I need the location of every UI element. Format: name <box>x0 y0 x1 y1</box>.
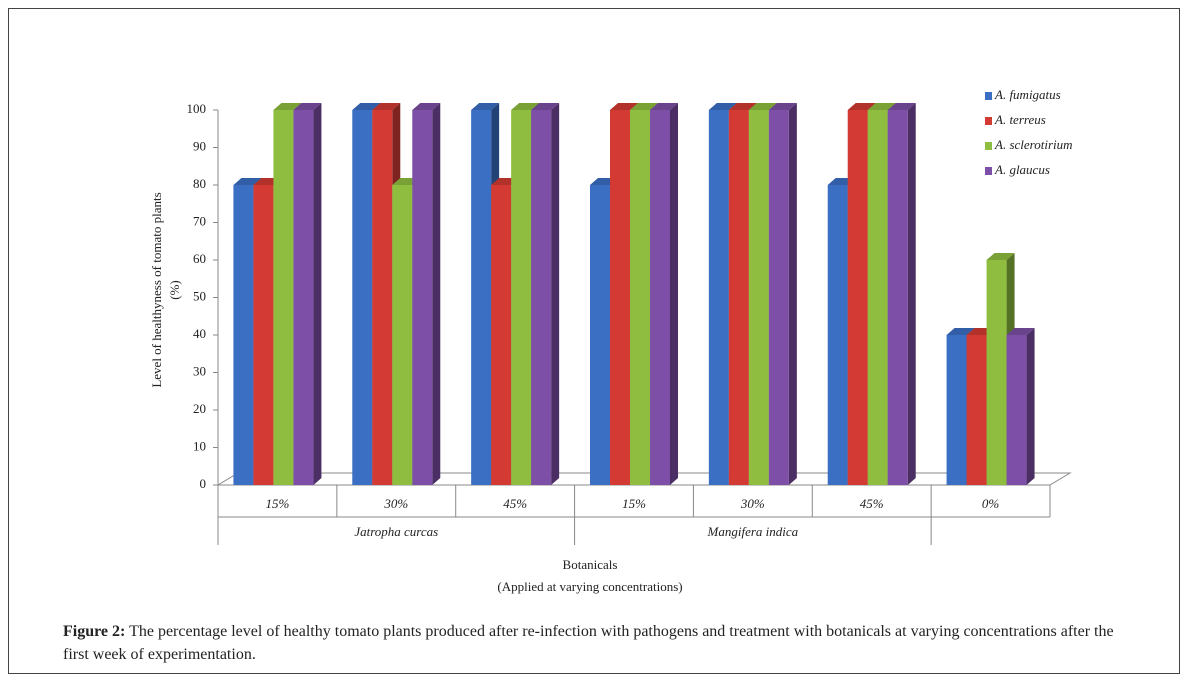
bar <box>491 185 512 485</box>
x-tick-label: 30% <box>740 496 765 511</box>
y-tick-label: 20 <box>193 401 206 416</box>
bar <box>827 185 848 485</box>
bar <box>590 185 610 485</box>
bar <box>630 110 650 485</box>
legend-swatch <box>985 117 992 125</box>
bar-top <box>867 103 896 110</box>
group-label: Mangifera indica <box>707 524 799 539</box>
bar <box>728 110 749 485</box>
bar-top <box>531 103 560 110</box>
bar <box>233 185 254 485</box>
legend-label: A. fumigatus <box>994 87 1061 102</box>
y-tick-label: 100 <box>187 101 207 116</box>
bar-top <box>273 103 302 110</box>
y-tick-label: 40 <box>193 326 206 341</box>
x-tick-label: 15% <box>622 496 646 511</box>
y-tick-label: 60 <box>193 251 206 266</box>
bar-top <box>412 103 441 110</box>
bar <box>610 110 630 485</box>
bar-top <box>768 103 797 110</box>
bar-top <box>708 103 737 110</box>
y-tick-label: 80 <box>193 176 206 191</box>
bar <box>471 110 492 485</box>
x-axis-title: (Applied at varying concentrations) <box>497 579 682 594</box>
bar <box>650 110 670 485</box>
bar-top <box>610 103 638 110</box>
bar-top <box>748 103 777 110</box>
y-tick-label: 90 <box>193 138 206 153</box>
y-tick-label: 50 <box>193 288 206 303</box>
legend-swatch <box>985 92 992 100</box>
bar-top <box>293 103 322 110</box>
x-axis-title: Botanicals <box>563 557 618 572</box>
x-tick-label: 15% <box>266 496 290 511</box>
bar <box>708 110 729 485</box>
bar <box>748 110 769 485</box>
bar-side <box>432 103 441 485</box>
bar <box>847 110 868 485</box>
bar <box>352 110 373 485</box>
bar <box>986 260 1007 485</box>
bar <box>946 335 967 485</box>
group-label: Jatropha curcas <box>354 524 438 539</box>
bar <box>966 335 987 485</box>
bar <box>887 110 908 485</box>
bar-top <box>946 328 975 335</box>
y-tick-label: 30 <box>193 363 206 378</box>
bar <box>293 110 314 485</box>
legend-label: A. sclerotirium <box>994 137 1073 152</box>
bar <box>768 110 789 485</box>
bar <box>253 185 274 485</box>
chart: 0 10 20 30 40 50 60 70 80 90 100 15% 30% 45% 15% 30% 45%… <box>149 87 1073 594</box>
bar-top <box>630 103 658 110</box>
y-tick-label: 0 <box>200 476 207 491</box>
caption: Figure 2: The percentage level of health… <box>63 620 1143 666</box>
caption-label: Figure 2: <box>63 623 126 640</box>
legend-label: A. glaucus <box>994 162 1050 177</box>
bar-top <box>847 103 876 110</box>
x-tick-label: 0% <box>982 496 1000 511</box>
x-tick-label: 30% <box>383 496 408 511</box>
bar <box>511 110 532 485</box>
bar-top <box>986 253 1015 260</box>
bar-top <box>233 178 262 185</box>
legend-swatch <box>985 142 992 150</box>
bar-side <box>670 103 678 485</box>
bar <box>1006 335 1027 485</box>
bar-top <box>471 103 500 110</box>
legend-swatch <box>985 167 992 175</box>
bar-side <box>788 103 797 485</box>
figure-frame <box>8 8 1180 674</box>
bar <box>372 110 393 485</box>
y-axis-title: (%) <box>167 280 182 300</box>
bar-side <box>1026 328 1035 485</box>
bar-side <box>907 103 916 485</box>
bar <box>273 110 294 485</box>
x-tick-label: 45% <box>860 496 884 511</box>
bar-top <box>1006 328 1035 335</box>
bar-top <box>352 103 381 110</box>
legend-label: A. terreus <box>994 112 1046 127</box>
bar-side <box>313 103 322 485</box>
y-tick-label: 70 <box>193 213 206 228</box>
bar-top <box>372 103 401 110</box>
caption-text: The percentage level of healthy tomato p… <box>63 623 1114 663</box>
bar <box>412 110 433 485</box>
bar <box>392 185 413 485</box>
bar-top <box>887 103 916 110</box>
bar <box>531 110 552 485</box>
x-tick-label: 45% <box>503 496 527 511</box>
bar-top <box>728 103 757 110</box>
bar-top <box>511 103 540 110</box>
bar-side <box>551 103 560 485</box>
y-axis-title: Level of healthyness of tomato plants <box>149 192 164 387</box>
y-tick-label: 10 <box>193 438 206 453</box>
bar-top <box>650 103 678 110</box>
bar <box>867 110 888 485</box>
